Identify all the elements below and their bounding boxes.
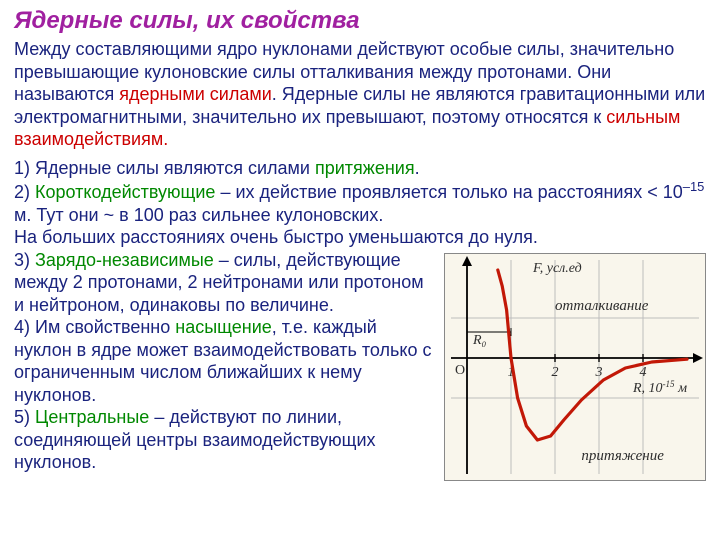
item-4a: 4) Им свойственно [14,317,175,337]
item-1b: притяжения [315,158,415,178]
svg-text:3: 3 [595,365,603,380]
item-3b: Зарядо-независимые [35,250,214,270]
svg-text:4: 4 [640,365,647,380]
item-2e: На больших расстояниях очень быстро умен… [14,226,706,249]
item-3a: 3) [14,250,35,270]
item-4b: насыщение [175,317,272,337]
item-1: 1) Ядерные силы являются силами притяжен… [14,157,706,180]
properties-list: 1) Ядерные силы являются силами притяжен… [14,157,706,474]
item-5b: Центральные [35,407,149,427]
item-2c: – их действие проявляется только на расс… [215,182,682,202]
svg-text:R, 10-15 м: R, 10-15 м [632,379,687,396]
intro-red-1: ядерными силами [119,84,272,104]
item-1c: . [415,158,420,178]
svg-text:2: 2 [552,365,559,380]
item-2d: м. Тут они ~ в 100 раз сильнее кулоновск… [14,205,383,225]
page-title: Ядерные силы, их свойства [14,6,706,36]
svg-text:отталкивание: отталкивание [555,298,649,314]
item-2: 2) Короткодействующие – их действие проя… [14,179,706,226]
nuclear-force-chart: 1234OF, усл.едR, 10-15 мR₀отталкиваниепр… [444,253,706,481]
item-2b: Короткодействующие [35,182,215,202]
item-2-exp: –15 [683,179,705,194]
svg-text:притяжение: притяжение [581,448,664,464]
item-1a: 1) Ядерные силы являются силами [14,158,315,178]
svg-text:F, усл.ед: F, усл.ед [532,261,582,276]
svg-text:R₀: R₀ [472,333,487,348]
svg-text:O: O [455,363,465,378]
item-2a: 2) [14,182,35,202]
item-5a: 5) [14,407,35,427]
intro-paragraph: Между составляющими ядро нуклонами дейст… [14,38,706,151]
